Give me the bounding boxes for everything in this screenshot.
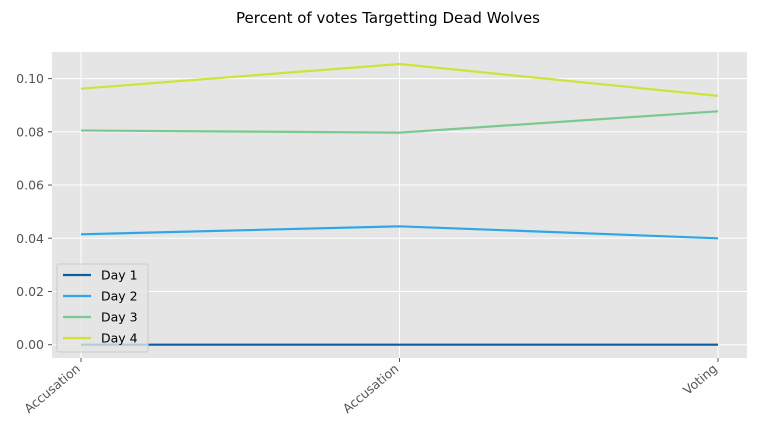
y-tick-label: 0.02 [16,284,44,299]
series-line-day-3 [80,110,719,134]
legend-label: Day 2 [101,289,138,304]
chart-title: Percent of votes Targetting Dead Wolves [236,9,540,27]
y-tick-label: 0.08 [16,124,44,139]
x-tick-label: Accusation [21,361,83,416]
y-tick-label: 0.06 [16,178,44,193]
legend: Day 1 Day 2 Day 3 Day 4 [56,263,149,353]
series-line-day-2 [80,225,719,240]
legend-label: Day 3 [101,310,138,325]
x-axis-ticks: Accusation Accusation Voting [21,358,720,416]
series-lines [80,62,719,346]
y-tick-label: 0.04 [16,231,44,246]
x-tick-label: Accusation [340,361,402,416]
x-tick-label: Voting [680,361,720,398]
legend-label: Day 4 [101,331,138,346]
legend-label: Day 1 [101,268,138,283]
series-line-day-4 [80,62,719,97]
y-tick-label: 0.10 [16,71,44,86]
y-axis-ticks: 0.00 0.02 0.04 0.06 0.08 0.10 [16,71,52,352]
legend-box [56,263,149,353]
y-tick-label: 0.00 [16,337,44,352]
